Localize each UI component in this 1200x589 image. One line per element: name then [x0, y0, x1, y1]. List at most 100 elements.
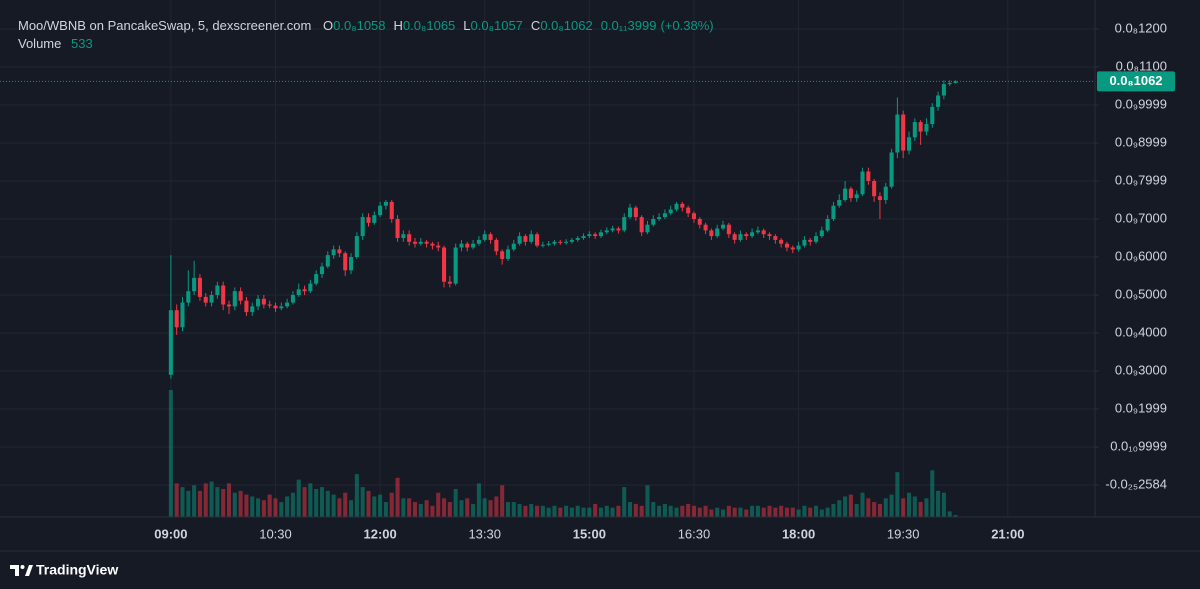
volume-bar — [244, 494, 249, 517]
volume-bar — [285, 496, 290, 517]
candle-body — [808, 239, 813, 242]
candle-body — [581, 236, 586, 238]
candle-body — [221, 285, 226, 305]
candle-body — [337, 249, 342, 254]
y-tick-label: 0.0₉6000 — [1115, 248, 1167, 263]
volume-bar — [813, 505, 819, 517]
volume-bar — [680, 505, 685, 517]
volume-bar — [279, 502, 284, 517]
volume-bar — [627, 502, 633, 517]
axes: 0.0₈1200 0.0₈1100 0.0₉9999 0.0₉8999 0.0₉7999… — [0, 20, 1175, 541]
candle-body — [308, 283, 313, 292]
candle-body — [569, 239, 574, 242]
candle-body — [500, 251, 505, 259]
candle-body — [482, 234, 487, 240]
x-tick-label: 19:30 — [887, 526, 920, 541]
candle-body — [447, 281, 452, 284]
volume-bar — [901, 498, 906, 517]
volume-bar — [906, 492, 912, 517]
volume-bar — [250, 496, 255, 517]
candle-body — [168, 310, 173, 375]
volume-bar — [610, 507, 615, 517]
volume-name: Volume — [18, 36, 61, 51]
candle-body — [831, 205, 836, 219]
x-tick-label: 18:00 — [782, 526, 815, 541]
candle-body — [587, 234, 592, 237]
candle-body — [732, 234, 737, 240]
volume-bar — [459, 500, 464, 517]
volume-bar — [755, 505, 760, 517]
x-tick-label: 15:00 — [573, 526, 606, 541]
candle-body — [378, 205, 383, 216]
candle-body — [680, 203, 685, 208]
volume-bar — [843, 496, 848, 517]
volume-bar — [726, 505, 731, 517]
candle-body — [947, 82, 952, 85]
volume-bar — [168, 390, 173, 517]
candle-body — [825, 218, 830, 231]
volume-bar — [465, 498, 470, 517]
volume-bar — [790, 507, 795, 517]
candle-body — [936, 95, 941, 107]
volume-bar — [314, 488, 319, 517]
volume-bar — [488, 500, 493, 517]
volume-bar — [558, 507, 563, 517]
candle-body — [866, 171, 871, 181]
volume-bar — [953, 515, 958, 517]
volume-bar — [325, 490, 330, 517]
volume-bar — [860, 492, 865, 517]
volume-bar — [186, 490, 191, 517]
candle-body — [186, 291, 191, 303]
candle-body — [529, 234, 534, 242]
candle-body — [761, 230, 766, 235]
volume-bar — [877, 503, 882, 517]
volume-bar — [709, 509, 714, 517]
brand-logo — [10, 565, 19, 576]
volume-bar — [430, 505, 435, 517]
volume-bar — [331, 494, 336, 517]
candle-body — [657, 217, 662, 219]
volume-bar — [622, 487, 627, 517]
candle-body — [494, 239, 499, 252]
candle-body — [848, 188, 853, 199]
volume-bar — [854, 503, 859, 517]
volume-bar — [941, 492, 946, 517]
candle-body — [912, 122, 917, 138]
volume-bar — [256, 498, 261, 517]
candle-body — [407, 234, 412, 242]
volume-bar — [494, 496, 499, 517]
candle-body — [442, 247, 447, 282]
volume-bar — [517, 503, 522, 517]
volume-bar — [209, 481, 214, 517]
candles — [168, 80, 958, 379]
candle-body — [215, 285, 220, 295]
volume-bar — [215, 487, 220, 517]
volume-bar — [895, 472, 900, 517]
candle-body — [366, 217, 371, 223]
legend-value: 0.0₈1058 — [333, 18, 385, 33]
candle-body — [430, 243, 435, 246]
x-tick-label: 21:00 — [991, 526, 1024, 541]
volume-bar — [529, 503, 534, 517]
candle-body — [953, 81, 958, 83]
candle-body — [860, 171, 865, 195]
volume-bar — [523, 505, 528, 517]
candle-body — [889, 152, 894, 187]
candle-body — [418, 241, 423, 244]
volume-bar — [831, 503, 836, 517]
volume-bar — [819, 509, 824, 517]
candle-body — [349, 256, 354, 271]
candle-body — [715, 228, 720, 237]
volume-bar — [720, 509, 726, 517]
candle-body — [604, 230, 609, 233]
volume-bar — [761, 507, 766, 517]
volume-bar — [662, 503, 667, 517]
volume-bar — [302, 487, 307, 517]
volume-bar — [825, 507, 830, 517]
candle-body — [616, 228, 621, 231]
volume-bar — [587, 507, 592, 517]
y-tick-label: 0.0₉4000 — [1115, 324, 1167, 339]
volume-bar — [930, 470, 935, 517]
candle-body — [535, 234, 540, 246]
